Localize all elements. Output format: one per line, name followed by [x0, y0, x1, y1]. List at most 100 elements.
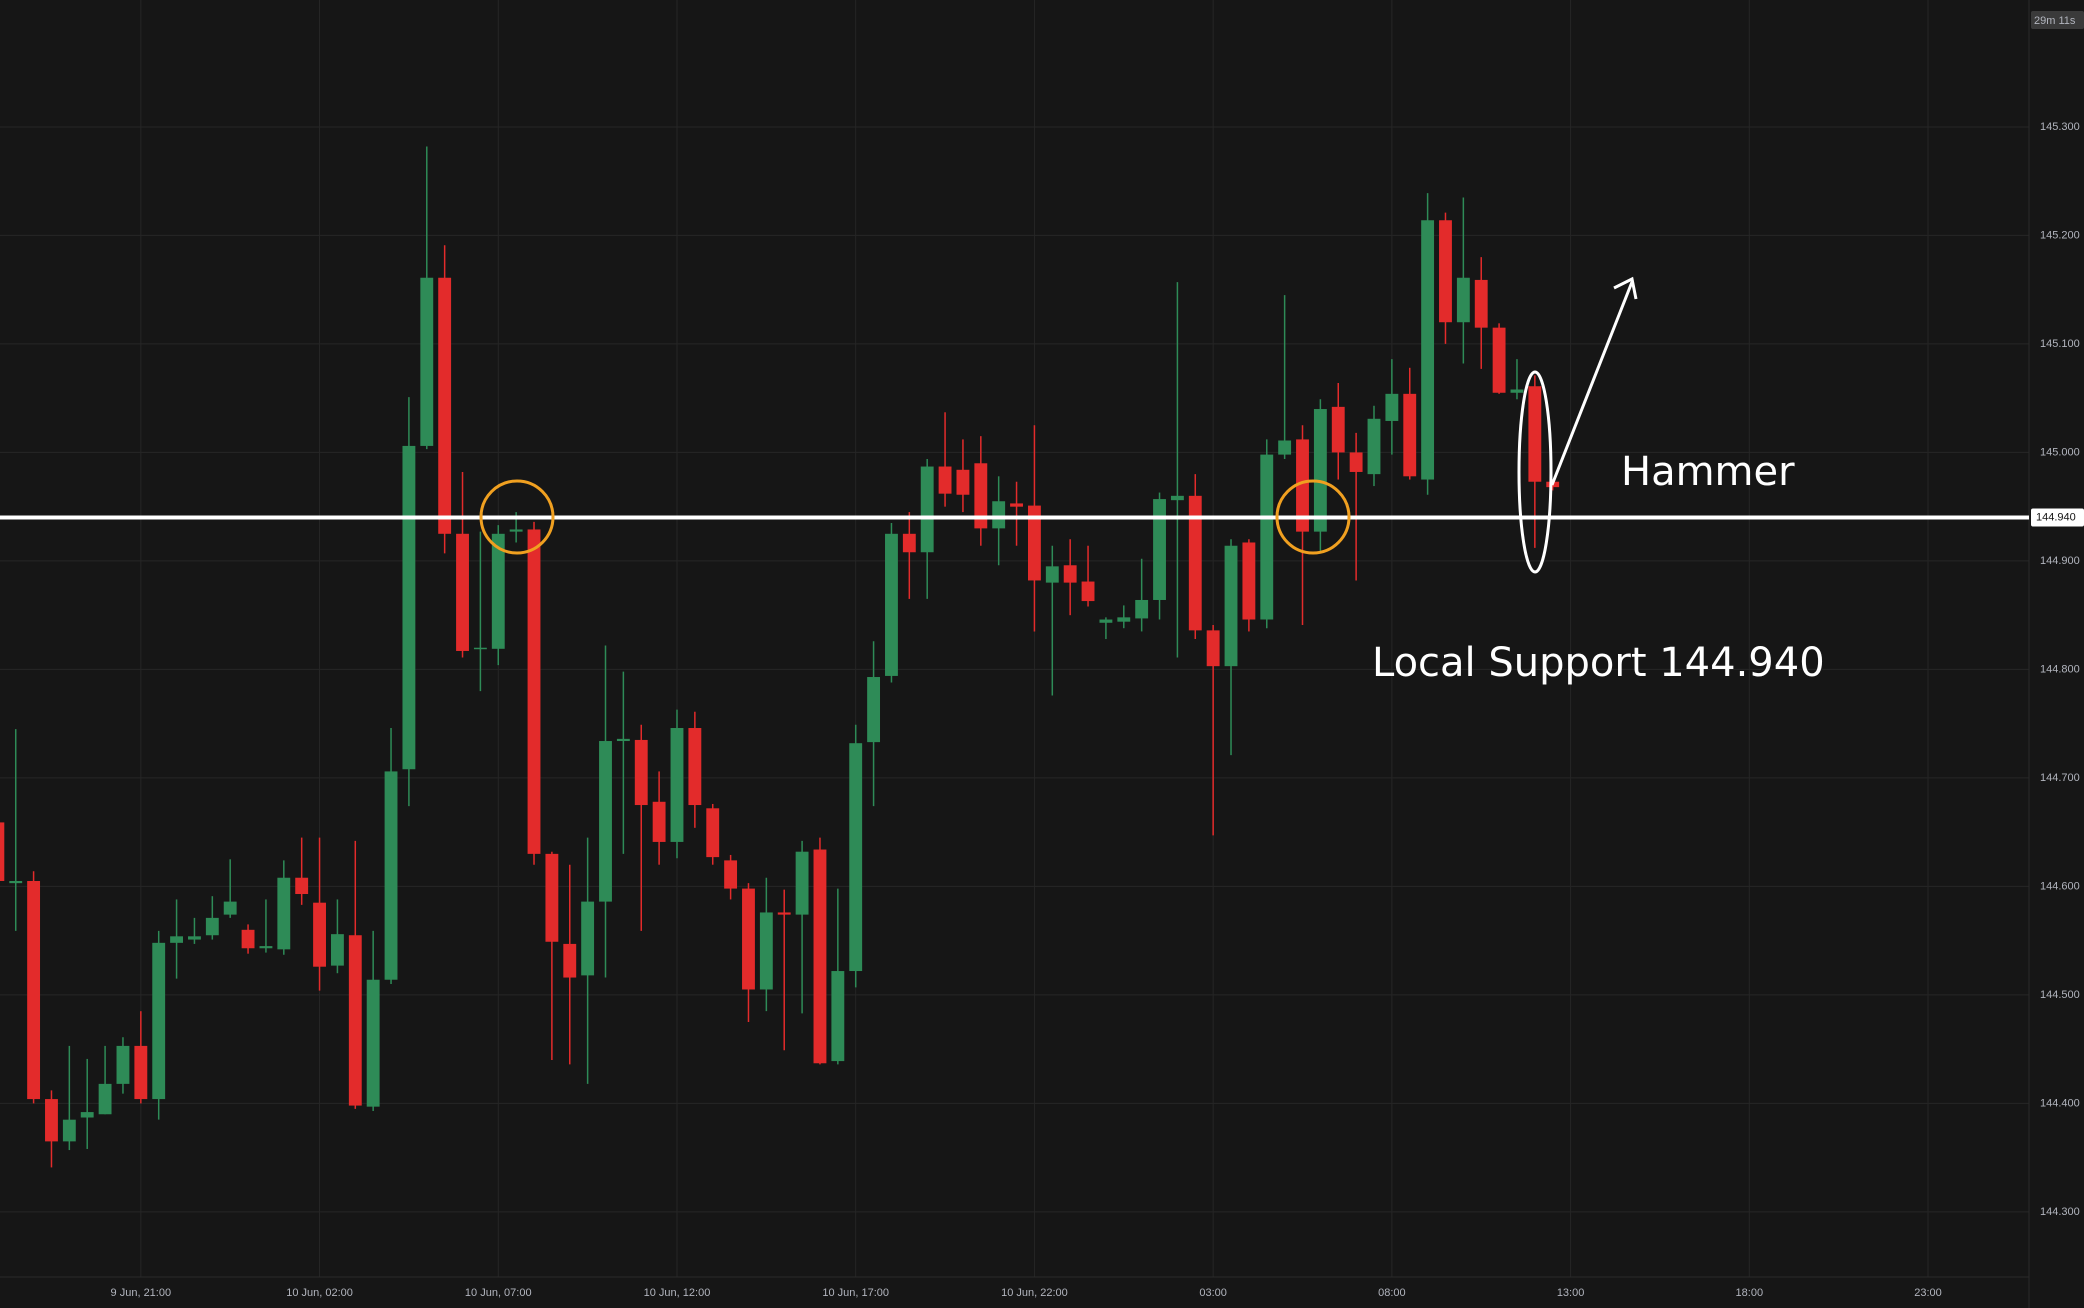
candle-body [170, 936, 184, 943]
candle-body [563, 943, 577, 978]
candle-body [867, 677, 881, 743]
candle-body [545, 853, 559, 942]
y-tick-label: 144.400 [2040, 1097, 2080, 1109]
y-tick-label: 145.000 [2040, 446, 2080, 458]
y-tick-label: 145.300 [2040, 121, 2080, 133]
annotation: Hammer [1621, 449, 1795, 495]
x-tick-label: 23:00 [1914, 1287, 1942, 1299]
candle-body [849, 743, 863, 972]
candle-body [45, 1099, 58, 1142]
y-tick-label: 144.600 [2040, 880, 2080, 892]
candle-body [456, 533, 469, 651]
x-tick-label: 10 Jun, 02:00 [286, 1287, 353, 1299]
candle-body [402, 445, 416, 770]
candle-body [134, 1045, 148, 1100]
candle-body [62, 1119, 76, 1142]
candle-body [348, 935, 362, 1106]
candle-body [1081, 581, 1095, 602]
candle-body [992, 501, 1006, 529]
x-tick-label: 18:00 [1736, 1287, 1764, 1299]
candle-body [1278, 440, 1292, 455]
candle-body [1421, 220, 1435, 480]
y-tick-label: 144.800 [2040, 663, 2080, 675]
candle-body [188, 936, 201, 940]
candle-body [974, 463, 988, 529]
countdown-box [2031, 11, 2084, 29]
overlay: Hammer Local Support 144.940 [479, 276, 1825, 686]
candle-body [116, 1045, 130, 1084]
candle-body [80, 1112, 94, 1118]
candle-body [902, 533, 916, 553]
candle-body [1385, 393, 1399, 421]
candle-body [313, 902, 326, 967]
candle-body [205, 917, 219, 936]
candle-body [777, 912, 791, 915]
y-tick-label: 145.200 [2040, 229, 2080, 241]
candle-body [1117, 617, 1131, 622]
candle-body [1153, 499, 1166, 600]
candle-body [295, 877, 309, 895]
candle-body [1528, 386, 1542, 482]
candle-body [1456, 277, 1470, 323]
candle-body [1313, 409, 1327, 532]
candle-body [581, 901, 595, 976]
highlight-circle [479, 479, 555, 555]
candle-body [366, 979, 380, 1107]
candle-body [956, 469, 970, 495]
candle-body [813, 849, 827, 1064]
candle-body [1045, 566, 1059, 583]
candle-body [885, 533, 898, 676]
candle-body [438, 277, 452, 534]
y-tick-label: 144.500 [2040, 989, 2080, 1001]
highlight-circle [1275, 479, 1351, 555]
x-tick-label: 08:00 [1378, 1287, 1406, 1299]
candle-body [1260, 454, 1274, 620]
x-tick-label: 9 Jun, 21:00 [111, 1287, 172, 1299]
y-tick-label: 144.900 [2040, 555, 2080, 567]
candle-body [1027, 505, 1041, 581]
grid [0, 0, 2029, 1277]
arrow-head [1613, 276, 1638, 300]
x-tick-label: 03:00 [1199, 1287, 1227, 1299]
x-tick-label: 10 Jun, 22:00 [1001, 1287, 1068, 1299]
candle-body [616, 738, 630, 742]
candle-body [1010, 503, 1023, 507]
candle-body [1224, 545, 1238, 667]
y-tick-label: 144.300 [2040, 1206, 2080, 1218]
candle-body [724, 860, 738, 889]
candle-body [1331, 406, 1345, 453]
x-tick-label: 13:00 [1557, 1287, 1585, 1299]
annotation: Local Support 144.940 [1372, 640, 1825, 686]
candles [0, 146, 1560, 1168]
candle-body [420, 277, 434, 446]
candle-body [1206, 630, 1220, 667]
candle-body [1063, 565, 1077, 583]
candle-body [1170, 495, 1184, 501]
x-tick-label: 10 Jun, 07:00 [465, 1287, 532, 1299]
candle-body [1492, 327, 1506, 393]
candle-body [330, 934, 344, 966]
x-tick-label: 10 Jun, 12:00 [644, 1287, 711, 1299]
candle-body [259, 946, 273, 949]
candle-body [241, 929, 255, 949]
y-tick-label: 145.100 [2040, 338, 2080, 350]
candle-body [277, 877, 291, 950]
candle-body [1188, 495, 1202, 631]
candle-body [670, 728, 684, 842]
candle-body [152, 942, 166, 1100]
candle-body [384, 771, 398, 980]
candle-body [759, 912, 773, 990]
candle-body [509, 529, 523, 532]
arrow-shaft [1550, 281, 1634, 486]
candle-body [473, 647, 487, 650]
candle-body [223, 901, 237, 915]
price-label: 144.940 [2036, 511, 2076, 523]
candle-body [1439, 220, 1452, 323]
candle-body [920, 466, 934, 553]
candle-body [634, 739, 648, 806]
candle-body [938, 466, 952, 494]
candle-body [652, 801, 666, 842]
candle-body [706, 808, 720, 858]
